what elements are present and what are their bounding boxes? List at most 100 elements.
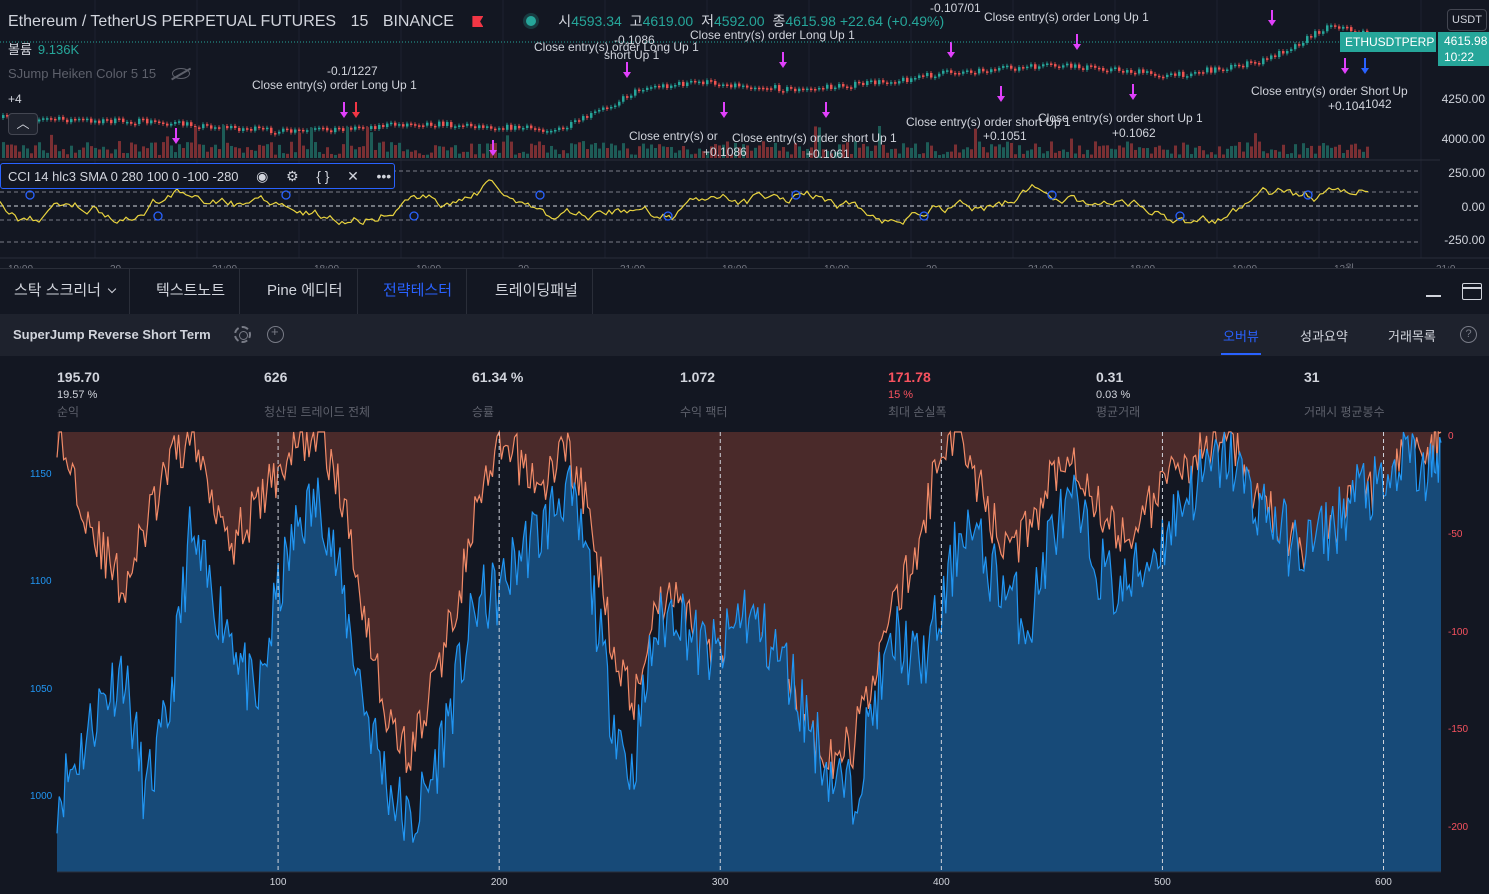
time-axis-label: 18:00 xyxy=(1130,264,1155,268)
trade-annotation: +0.1051 xyxy=(983,129,1027,143)
cci-title[interactable]: CCI 14 hlc3 SMA 0 280 100 0 -100 -280 xyxy=(8,169,239,184)
indicator-legend[interactable]: SJump Heiken Color 5 15 xyxy=(8,66,190,81)
trade-annotation: Close entry(s) order Long Up 1 xyxy=(984,10,1149,24)
trade-annotation: 1042 xyxy=(1365,97,1392,111)
tab-text-notes[interactable]: 텍스트노트 xyxy=(142,269,241,315)
cci-axis-label: -250.00 xyxy=(1444,233,1485,247)
cci-cross-marker xyxy=(25,190,35,200)
drawdown-area xyxy=(57,432,1441,779)
currency-button[interactable]: USDT xyxy=(1447,9,1487,31)
metric-total-closed-trades: 626 청산된 트레이드 전체 xyxy=(264,369,371,419)
trade-annotation: short Up 1 xyxy=(604,48,660,62)
trade-annotation: -0.1/1227 xyxy=(327,64,378,78)
equity-chart-canvas[interactable] xyxy=(0,430,1489,894)
metric-avg-bars-in-trade: 31 거래시 평균봉수 xyxy=(1304,369,1385,419)
maximize-icon[interactable] xyxy=(1462,283,1482,300)
market-status-icon xyxy=(525,16,536,26)
chevron-down-icon[interactable] xyxy=(107,284,117,294)
equity-axis-tick: 1050 xyxy=(30,683,53,695)
time-axis-label: 19:00 xyxy=(824,264,849,268)
symbol-legend[interactable]: Ethereum / TetherUS PERPETUAL FUTURES 15… xyxy=(8,11,944,31)
time-axis-label: 19:00 xyxy=(416,264,441,268)
cci-axis-label: 0.00 xyxy=(1461,200,1485,214)
exchange-label: BINANCE xyxy=(382,13,454,30)
last-price-tag: 4615.98 10:22 xyxy=(1438,32,1489,66)
tab-stock-screener[interactable]: 스탁 스크리너 xyxy=(0,269,130,315)
symbol-title[interactable]: Ethereum / TetherUS PERPETUAL FUTURES xyxy=(8,13,337,30)
more-icon[interactable]: ••• xyxy=(376,168,392,184)
trade-annotation: Close entry(s) order Short Up xyxy=(1251,84,1408,98)
trade-annotation: -0.107/01 xyxy=(930,1,981,15)
trade-annotation: Close entry(s) order short Up 1 xyxy=(1038,111,1203,125)
eye-hidden-icon[interactable] xyxy=(171,68,190,79)
time-axis-label: 20 xyxy=(926,264,938,268)
chevron-up-icon[interactable]: ︿ xyxy=(8,113,38,135)
trade-annotation: Close entry(s) order Long Up 1 xyxy=(534,40,699,54)
drawdown-axis-tick: -50 xyxy=(1448,528,1463,540)
trade-annotation: -0.1086 xyxy=(614,33,655,47)
trade-annotation: +0.1086 xyxy=(703,145,747,159)
volume-label: 볼륨 xyxy=(8,42,32,57)
trade-annotation: +0.104 xyxy=(1328,99,1366,113)
help-icon[interactable]: ? xyxy=(1460,326,1477,343)
eye-icon[interactable]: ◉ xyxy=(256,168,269,184)
cci-cross-marker xyxy=(1303,190,1313,200)
close-icon[interactable]: ✕ xyxy=(347,168,359,184)
interval-label: 15 xyxy=(350,13,369,30)
add-alert-icon[interactable] xyxy=(267,324,284,343)
tab-performance-summary[interactable]: 성과요약 xyxy=(1300,329,1348,344)
cci-cross-marker xyxy=(919,211,929,221)
volume-legend[interactable]: 볼륨 9.136K xyxy=(8,39,79,58)
gear-icon[interactable] xyxy=(234,326,251,343)
last-price: 4615.98 xyxy=(1444,34,1488,48)
volume-value: 9.136K xyxy=(37,42,80,57)
tab-strategy-tester[interactable]: 전략테스터 xyxy=(369,269,468,315)
price-axis-label: 4000.00 xyxy=(1441,132,1485,146)
strategy-metrics: 195.70 19.57 % 순익 626 청산된 트레이드 전체 61.34 % 승률… xyxy=(0,356,1489,430)
drawdown-axis-tick: -150 xyxy=(1448,724,1469,736)
cci-axis-label: 250.00 xyxy=(1448,166,1485,180)
minimize-icon[interactable] xyxy=(1424,281,1444,301)
trade-number-tick: 300 xyxy=(711,877,729,888)
bottom-panel-tabs: 스탁 스크리너 텍스트노트 Pine 에디터 전략테스터 트레이딩패널 xyxy=(0,268,1489,315)
metric-win-rate: 61.34 % 승률 xyxy=(472,369,524,419)
equity-area xyxy=(57,432,1441,872)
tab-overview[interactable]: 오버뷰 xyxy=(1221,326,1261,355)
metric-profit-factor: 1.072 수익 팩터 xyxy=(680,369,728,419)
price-chart[interactable]: 19:00 20 21:00 18:00 19:00 20 21:00 18:00 19:00 2… xyxy=(0,0,1489,268)
trade-number-tick: 400 xyxy=(933,877,950,888)
trade-annotation: Close entry(s) order Long Up 1 xyxy=(252,78,417,92)
equity-line xyxy=(56,431,1442,843)
cci-legend[interactable]: CCI 14 hlc3 SMA 0 280 100 0 -100 -280 ◉ … xyxy=(0,163,395,189)
equity-chart[interactable]: 1000 1050 1100 1150 0 -50 -100 -150 -200 100 200 30… xyxy=(0,430,1489,894)
price-chart-canvas[interactable]: 19:00 20 21:00 18:00 19:00 20 21:00 18:00 19:00 2… xyxy=(0,0,1489,268)
trade-number-tick: 100 xyxy=(269,877,287,888)
time-axis-label: 12월 xyxy=(1334,263,1354,268)
tab-trading-panel[interactable]: 트레이딩패널 xyxy=(481,269,593,315)
price-axis-label: 4250.00 xyxy=(1441,92,1485,106)
metric-net-profit: 195.70 19.57 % 순익 xyxy=(57,369,100,419)
flag-icon[interactable] xyxy=(472,16,484,27)
time-axis-label: 21:00 xyxy=(212,264,237,268)
equity-axis-tick: 1100 xyxy=(30,576,52,588)
metric-avg-trade: 0.31 0.03 % 평균거래 xyxy=(1096,369,1141,419)
cci-cross-marker xyxy=(791,190,801,200)
cci-cross-marker xyxy=(409,211,419,221)
drawdown-axis-tick: -100 xyxy=(1448,626,1469,638)
time-axis-label: 21:00 xyxy=(1028,264,1053,268)
more-indicators[interactable]: +4 xyxy=(8,92,22,106)
tab-trade-list[interactable]: 거래목록 xyxy=(1388,329,1436,344)
equity-axis-tick: 1150 xyxy=(30,468,52,480)
cci-cross-marker xyxy=(281,190,291,200)
time-axis-label: 21:0 xyxy=(1436,264,1456,268)
tab-pine-editor[interactable]: Pine 에디터 xyxy=(253,269,358,315)
trade-annotation: Close entry(s) or xyxy=(629,129,718,143)
indicator-name[interactable]: SJump Heiken Color 5 15 xyxy=(8,66,157,81)
cci-cross-marker xyxy=(663,211,673,221)
strategy-header: SuperJump Reverse Short Term 오버뷰 성과요약 거래… xyxy=(0,314,1489,356)
braces-icon[interactable]: { } xyxy=(316,168,330,184)
strategy-name: SuperJump Reverse Short Term xyxy=(13,327,211,342)
volume-bars xyxy=(2,125,1369,158)
equity-axis-tick: 1000 xyxy=(30,790,53,802)
gear-icon[interactable]: ⚙ xyxy=(286,168,299,184)
